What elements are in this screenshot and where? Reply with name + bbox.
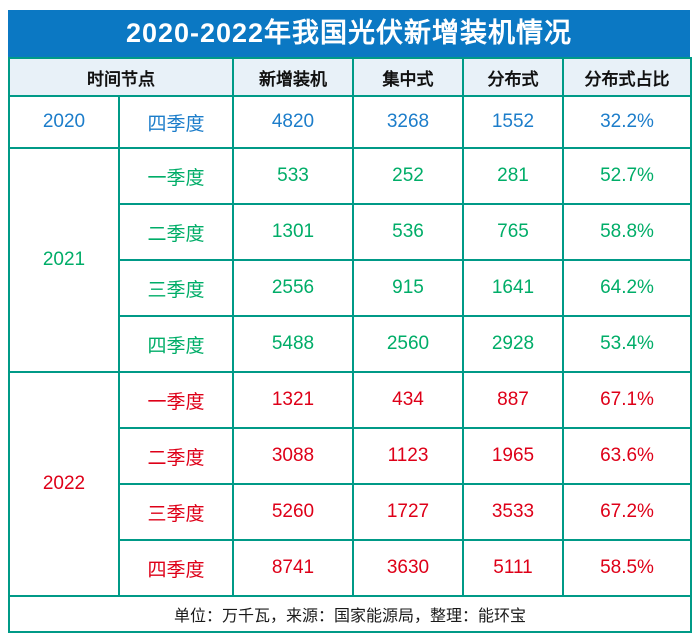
header-cell-new-install: 新增装机 [232, 57, 354, 97]
year-cell: 2021 [8, 147, 120, 373]
year-cell: 2020 [8, 95, 120, 149]
value-cell: 252 [352, 147, 464, 205]
value-cell: 5260 [232, 483, 354, 541]
value-cell: 64.2% [562, 259, 692, 317]
value-cell: 2560 [352, 315, 464, 373]
quarter-cell: 一季度 [118, 371, 234, 429]
value-cell: 5488 [232, 315, 354, 373]
year-cell: 2022 [8, 371, 120, 597]
value-cell: 765 [462, 203, 564, 261]
quarter-cell: 三季度 [118, 259, 234, 317]
table-row: 四季度 8741 3630 5111 58.5% [9, 539, 692, 597]
value-cell: 63.6% [562, 427, 692, 485]
table-row: 四季度 5488 2560 2928 53.4% [9, 315, 692, 373]
value-cell: 1301 [232, 203, 354, 261]
value-cell: 5111 [462, 539, 564, 597]
table-row: 三季度 5260 1727 3533 67.2% [9, 483, 692, 541]
table-row: 二季度 3088 1123 1965 63.6% [9, 427, 692, 485]
value-cell: 67.1% [562, 371, 692, 429]
value-cell: 3268 [352, 95, 464, 149]
value-cell: 533 [232, 147, 354, 205]
quarter-cell: 四季度 [118, 95, 234, 149]
table-header: 时间节点 新增装机 集中式 分布式 分布式占比 [8, 57, 692, 97]
value-cell: 8741 [232, 539, 354, 597]
value-cell: 58.5% [562, 539, 692, 597]
header-row: 时间节点 新增装机 集中式 分布式 分布式占比 [8, 57, 692, 97]
value-cell: 2556 [232, 259, 354, 317]
value-cell: 536 [352, 203, 464, 261]
header-cell-distributed-share: 分布式占比 [562, 57, 692, 97]
page-title: 2020-2022年我国光伏新增装机情况 [8, 10, 690, 57]
value-cell: 887 [462, 371, 564, 429]
table-row: 2022 一季度 1321 434 887 67.1% [8, 371, 692, 597]
value-cell: 434 [352, 371, 464, 429]
value-cell: 1321 [232, 371, 354, 429]
value-cell: 281 [462, 147, 564, 205]
value-cell: 32.2% [562, 95, 692, 149]
quarter-cell: 四季度 [118, 539, 234, 597]
pv-install-table: 时间节点 新增装机 集中式 分布式 分布式占比 2020 四季度 4820 32… [8, 57, 692, 633]
quarter-cell: 一季度 [118, 147, 234, 205]
value-cell: 915 [352, 259, 464, 317]
table-row: 三季度 2556 915 1641 64.2% [9, 259, 692, 317]
value-cell: 1641 [462, 259, 564, 317]
value-cell: 1123 [352, 427, 464, 485]
footnote: 单位：万千瓦，来源：国家能源局，整理：能环宝 [8, 595, 692, 633]
value-cell: 1965 [462, 427, 564, 485]
quarter-cell: 三季度 [118, 483, 234, 541]
value-cell: 3533 [462, 483, 564, 541]
header-cell-time: 时间节点 [8, 57, 234, 97]
value-cell: 67.2% [562, 483, 692, 541]
value-cell: 3630 [352, 539, 464, 597]
table-footer: 单位：万千瓦，来源：国家能源局，整理：能环宝 [8, 595, 692, 633]
quarter-cell: 四季度 [118, 315, 234, 373]
value-cell: 52.7% [562, 147, 692, 205]
value-cell: 1727 [352, 483, 464, 541]
value-cell: 2928 [462, 315, 564, 373]
table-row: 2021 一季度 533 252 281 52.7% [8, 147, 692, 373]
value-cell: 58.8% [562, 203, 692, 261]
quarter-cell: 二季度 [118, 427, 234, 485]
value-cell: 1552 [462, 95, 564, 149]
value-cell: 4820 [232, 95, 354, 149]
value-cell: 3088 [232, 427, 354, 485]
table-row: 二季度 1301 536 765 58.8% [9, 203, 692, 261]
table-row: 2020 四季度 4820 3268 1552 32.2% [8, 95, 692, 149]
header-cell-centralized: 集中式 [352, 57, 464, 97]
quarter-cell: 二季度 [118, 203, 234, 261]
footer-row: 单位：万千瓦，来源：国家能源局，整理：能环宝 [8, 595, 692, 633]
header-cell-distributed: 分布式 [462, 57, 564, 97]
value-cell: 53.4% [562, 315, 692, 373]
